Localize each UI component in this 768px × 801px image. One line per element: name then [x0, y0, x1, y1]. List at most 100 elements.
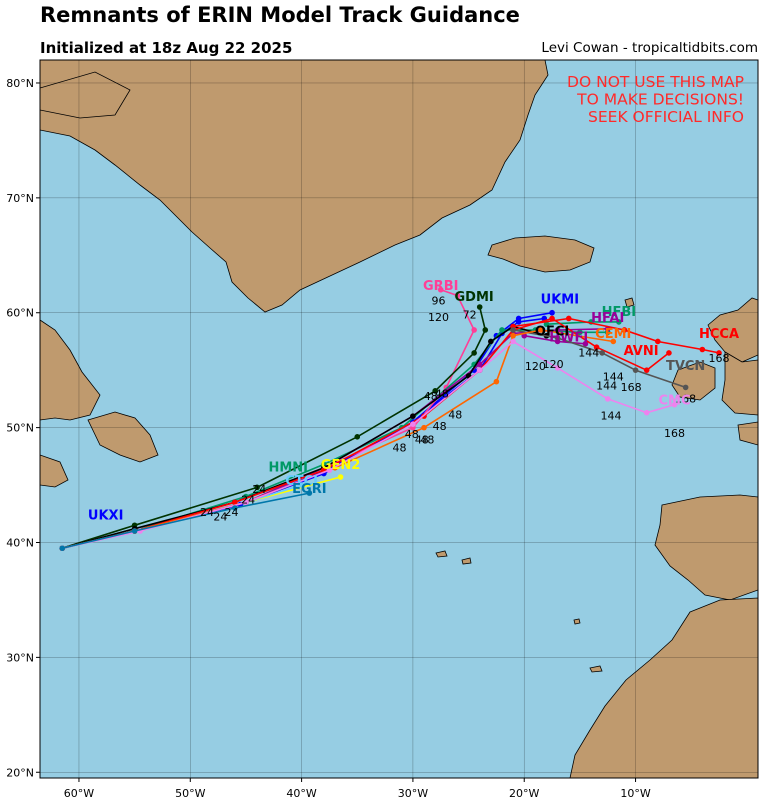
track-label-hwfi: HWFI [549, 330, 588, 345]
warning-line: TO MAKE DECISIONS! [576, 91, 744, 109]
north-africa [569, 597, 758, 778]
ireland [671, 361, 716, 401]
map-frame [39, 59, 759, 779]
forecast-hour-label: 48 [420, 434, 434, 447]
warning-line: SEEK OFFICIAL INFO [588, 108, 744, 126]
lon-tick-label: 60°W [64, 787, 94, 800]
track-point [543, 321, 550, 328]
track-label-ukxi: UKXI [88, 509, 124, 524]
track-label-ctci: CTCI [285, 474, 318, 489]
azores-island [461, 557, 472, 565]
forecast-hour-label: 48 [393, 442, 407, 455]
track-label-hfai: HFAI [591, 311, 624, 326]
track-point [131, 528, 138, 534]
track-point [510, 327, 516, 333]
track-point [577, 329, 583, 336]
lon-tick-label: 50°W [175, 787, 205, 800]
track-point [232, 499, 238, 506]
forecast-hour-label: 144 [578, 346, 599, 359]
track-point [554, 365, 561, 371]
track-label-hmni: HMNI [268, 460, 308, 475]
track-label-cemi: CEMI [595, 327, 631, 342]
track-point [610, 338, 617, 345]
forecast-hour-label: 120 [543, 358, 564, 371]
iberia [654, 494, 758, 601]
track-point [632, 367, 639, 373]
track-line-egri [62, 492, 310, 549]
credit-text: Levi Cowan - tropicaltidbits.com [541, 40, 758, 56]
track-label-hfbi: HFBI [602, 305, 637, 320]
track-point [298, 482, 305, 488]
track-point [582, 340, 589, 347]
track-point [488, 338, 494, 345]
track-point [565, 315, 572, 322]
forecast-hour-label: 120 [525, 360, 546, 373]
track-point [482, 327, 489, 333]
faroe-islands [624, 297, 635, 308]
track-point [410, 413, 416, 419]
track-point [554, 327, 561, 333]
forecast-hour-label: 72 [463, 308, 477, 321]
track-point [306, 490, 313, 496]
track-point [666, 350, 672, 356]
track-point [699, 346, 706, 353]
track-point [421, 424, 427, 431]
madeira-island [573, 618, 581, 625]
canada-labrador [40, 319, 101, 421]
lon-tick-label: 40°W [286, 787, 316, 800]
forecast-hour-label: 48 [435, 388, 449, 401]
track-point [410, 421, 416, 427]
track-layer [59, 286, 722, 552]
track-point [432, 388, 438, 394]
track-point [554, 335, 561, 341]
track-point [682, 384, 689, 391]
track-point [510, 338, 516, 345]
lat-tick-label: 50°N [6, 422, 34, 435]
forecast-hour-label: 24 [213, 511, 227, 524]
track-label-ofci: OFCI [535, 325, 569, 340]
track-point [232, 505, 238, 511]
track-label-avni: AVNI [624, 344, 659, 359]
track-point [599, 350, 605, 356]
forecast-hour-label: 168 [664, 427, 685, 440]
forecast-hour-label: 24 [252, 483, 266, 496]
forecast-hour-label: 144 [601, 410, 622, 423]
forecast-hour-label: 168 [675, 392, 696, 405]
track-line-gdmi [62, 306, 487, 549]
forecast-hour-label: 120 [428, 311, 449, 324]
lat-tick-label: 20°N [6, 766, 34, 779]
track-point [549, 315, 555, 322]
track-point [454, 292, 461, 299]
greenland [40, 60, 549, 313]
lat-tick-label: 80°N [6, 77, 34, 90]
track-point [621, 327, 628, 333]
lat-tick-label: 70°N [6, 192, 34, 205]
forecast-hour-label: 168 [621, 381, 642, 394]
lon-tick-label: 30°W [398, 787, 428, 800]
azores-island [435, 550, 448, 558]
lat-tick-label: 30°N [6, 651, 34, 664]
track-label-ukmi: UKMI [541, 293, 579, 308]
brittany [737, 421, 758, 446]
nova-scotia [40, 454, 69, 488]
track-point [354, 434, 361, 440]
axis-ticks: 60°W 50°W 40°W 30°W 20°W 10°W 20°N 30°N 40°N 50°N… [6, 77, 651, 800]
track-label-gdmi: GDMI [455, 290, 494, 305]
forecast-hour-label: 24 [241, 493, 255, 506]
track-point [538, 327, 544, 333]
lat-tick-label: 60°N [6, 307, 34, 320]
newfoundland [87, 411, 159, 463]
lat-tick-label: 40°N [6, 536, 34, 549]
track-point [337, 474, 344, 480]
warning-line: DO NOT USE THIS MAP [567, 73, 744, 91]
track-point [549, 309, 555, 316]
forecast-hour-label: 48 [433, 420, 447, 433]
track-point [254, 484, 260, 491]
lon-tick-label: 20°W [509, 787, 539, 800]
scotland [707, 297, 758, 363]
forecast-hour-label: 96 [432, 295, 446, 308]
track-point [493, 378, 500, 385]
track-point [515, 315, 522, 322]
